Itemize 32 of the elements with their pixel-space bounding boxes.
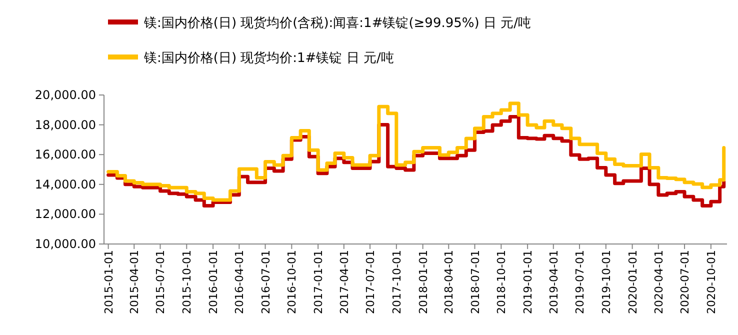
legend-label: 镁:国内价格(日) 现货均价:1#镁锭 日 元/吨 (143, 51, 394, 66)
x-tick-label: 2018-01-01 (416, 250, 430, 314)
x-tick-label: 2015-10-01 (180, 250, 194, 314)
x-tick-label: 2018-07-01 (468, 250, 482, 314)
y-tick-label: 18,000.00 (34, 118, 96, 132)
x-tick-label: 2015-07-01 (154, 250, 168, 314)
x-tick-label: 2019-01-01 (522, 250, 535, 314)
y-tick-label: 12,000.00 (34, 207, 96, 222)
x-tick-label: 2020-04-01 (652, 250, 666, 314)
x-tick-label: 2017-10-01 (390, 250, 404, 314)
y-tick-label: 20,000.00 (34, 88, 96, 102)
x-tick-label: 2015-01-01 (102, 250, 116, 314)
x-tick-label: 2017-01-01 (312, 250, 326, 314)
x-tick-label: 2018-10-01 (495, 250, 508, 314)
x-tick-label: 2016-10-01 (286, 250, 299, 314)
x-tick-label: 2016-01-01 (207, 250, 220, 314)
x-tick-label: 2017-07-01 (364, 250, 378, 314)
x-tick-label: 2017-04-01 (338, 250, 351, 314)
x-tick-label: 2019-04-01 (547, 250, 560, 314)
y-tick-label: 16,000.00 (34, 148, 96, 162)
y-tick-label: 10,000.00 (34, 237, 96, 251)
x-tick-label: 2018-04-01 (442, 250, 456, 314)
x-tick-label: 2016-04-01 (233, 250, 246, 314)
x-tick-label: 2019-07-01 (574, 250, 586, 314)
x-tick-label: 2020-01-01 (626, 250, 640, 314)
x-tick-label: 2015-04-01 (128, 250, 142, 314)
x-tick-label: 2019-10-01 (600, 250, 613, 314)
x-tick-label: 2020-07-01 (678, 250, 692, 314)
x-tick-label: 2016-07-01 (259, 250, 272, 314)
y-tick-label: 14,000.00 (34, 177, 96, 192)
x-tick-label: 2020-10-01 (704, 250, 718, 314)
legend-label: 镁:国内价格(日) 现货均价(含税):闻喜:1#镁锭(≥99.95%) 日 元/吨 (143, 16, 531, 31)
